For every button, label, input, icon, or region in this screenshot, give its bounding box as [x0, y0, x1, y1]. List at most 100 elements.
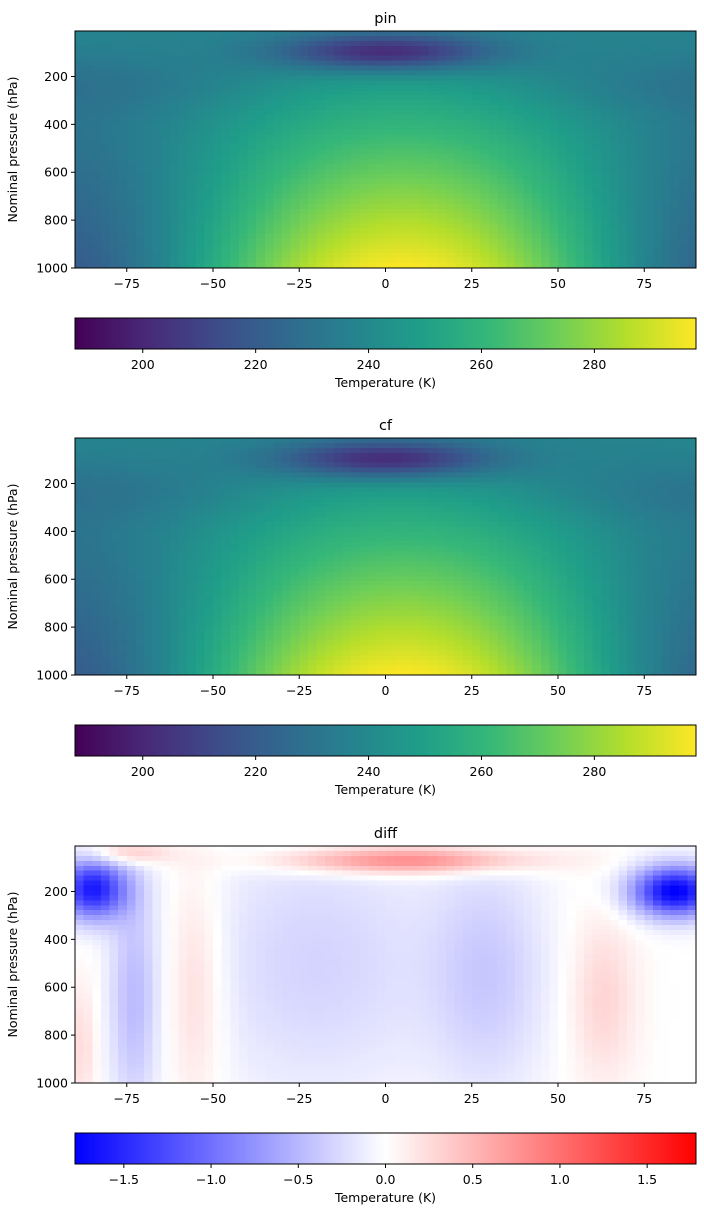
heatmap-cell — [609, 233, 619, 239]
heatmap-cell — [540, 457, 550, 464]
heatmap-cell — [264, 164, 274, 170]
heatmap-cell — [161, 248, 171, 254]
heatmap-cell — [230, 243, 240, 249]
heatmap-cell — [540, 263, 550, 269]
heatmap-cell — [264, 472, 274, 479]
heatmap-cell — [256, 80, 266, 86]
heatmap-cell — [661, 218, 671, 225]
heatmap-cell — [221, 203, 231, 210]
heatmap-cell — [566, 75, 576, 81]
heatmap-cell — [575, 149, 585, 156]
heatmap-cell — [126, 457, 136, 464]
heatmap-cell — [264, 438, 274, 444]
heatmap-cell — [454, 512, 464, 518]
heatmap-cell — [428, 457, 438, 464]
heatmap-cell — [670, 90, 680, 96]
heatmap-cell — [152, 442, 162, 449]
heatmap-cell — [109, 258, 119, 264]
heatmap-cell — [75, 526, 85, 533]
heatmap-cell — [454, 80, 464, 86]
heatmap-cell — [109, 31, 119, 37]
heatmap-cell — [394, 119, 404, 126]
heatmap-cell — [83, 452, 93, 459]
heatmap-cell — [169, 144, 180, 151]
heatmap-cell — [100, 95, 111, 101]
heatmap-cell — [454, 35, 464, 42]
heatmap-cell — [307, 223, 318, 230]
heatmap-cell — [471, 457, 481, 464]
heatmap-cell — [273, 526, 283, 533]
heatmap-cell — [195, 75, 205, 81]
heatmap-cell — [480, 159, 490, 165]
heatmap-cell — [307, 105, 318, 111]
heatmap-cell — [195, 144, 205, 151]
heatmap-cell — [514, 487, 525, 493]
heatmap-cell — [678, 139, 688, 146]
heatmap-cell — [687, 169, 697, 175]
heatmap-cell — [187, 467, 197, 474]
heatmap-cell — [635, 438, 645, 444]
heatmap-cell — [497, 60, 507, 67]
heatmap-cell — [644, 169, 654, 175]
heatmap-cell — [376, 438, 387, 444]
heatmap-cell — [394, 482, 404, 488]
heatmap-cell — [514, 114, 525, 121]
heatmap-cell — [100, 129, 111, 136]
heatmap-cell — [540, 174, 550, 180]
heatmap-cell — [325, 531, 335, 538]
heatmap-cell — [627, 482, 637, 488]
heatmap-cell — [333, 129, 343, 136]
heatmap-cell — [92, 45, 102, 52]
heatmap-cell — [213, 80, 223, 86]
heatmap-cell — [187, 253, 197, 259]
heatmap-cell — [92, 517, 102, 523]
heatmap-cell — [256, 85, 266, 91]
heatmap-cell — [169, 100, 180, 106]
heatmap-cell — [385, 223, 395, 230]
heatmap-cell — [385, 467, 395, 474]
heatmap-cell — [523, 228, 533, 235]
heatmap-cell — [195, 65, 205, 72]
heatmap-cell — [471, 472, 481, 479]
heatmap-cell — [644, 238, 654, 244]
heatmap-cell — [75, 487, 85, 493]
heatmap-cell — [532, 70, 542, 77]
heatmap-cell — [238, 164, 249, 170]
heatmap-cell — [463, 477, 473, 484]
heatmap-cell — [592, 174, 602, 180]
heatmap-cell — [687, 462, 697, 469]
heatmap-cell — [368, 184, 378, 190]
heatmap-cell — [333, 90, 343, 96]
heatmap-cell — [506, 45, 516, 52]
heatmap-cell — [230, 457, 240, 464]
heatmap-cell — [238, 467, 249, 474]
heatmap-cell — [394, 472, 404, 479]
heatmap-cell — [601, 502, 611, 508]
heatmap-cell — [592, 35, 602, 42]
heatmap-cell — [299, 258, 309, 264]
heatmap-cell — [109, 105, 119, 111]
heatmap-cell — [169, 223, 180, 230]
heatmap-cell — [144, 243, 154, 249]
heatmap-cell — [161, 442, 171, 449]
heatmap-cell — [83, 502, 93, 508]
heatmap-cell — [428, 169, 438, 175]
heatmap-cell — [454, 75, 464, 81]
heatmap-cell — [161, 228, 171, 235]
heatmap-cell — [152, 40, 162, 47]
heatmap-cell — [100, 45, 111, 52]
heatmap-cell — [480, 512, 490, 518]
heatmap-cell — [609, 223, 619, 230]
heatmap-cell — [144, 203, 154, 210]
heatmap-cell — [144, 228, 154, 235]
heatmap-cell — [480, 174, 490, 180]
heatmap-cell — [463, 253, 473, 259]
heatmap-cell — [144, 114, 154, 121]
heatmap-cell — [169, 253, 180, 259]
heatmap-cell — [307, 512, 318, 518]
heatmap-cell — [152, 492, 162, 498]
heatmap-cell — [290, 517, 300, 523]
heatmap-cell — [480, 208, 490, 215]
heatmap-cell — [385, 90, 395, 96]
heatmap-cell — [204, 159, 214, 165]
